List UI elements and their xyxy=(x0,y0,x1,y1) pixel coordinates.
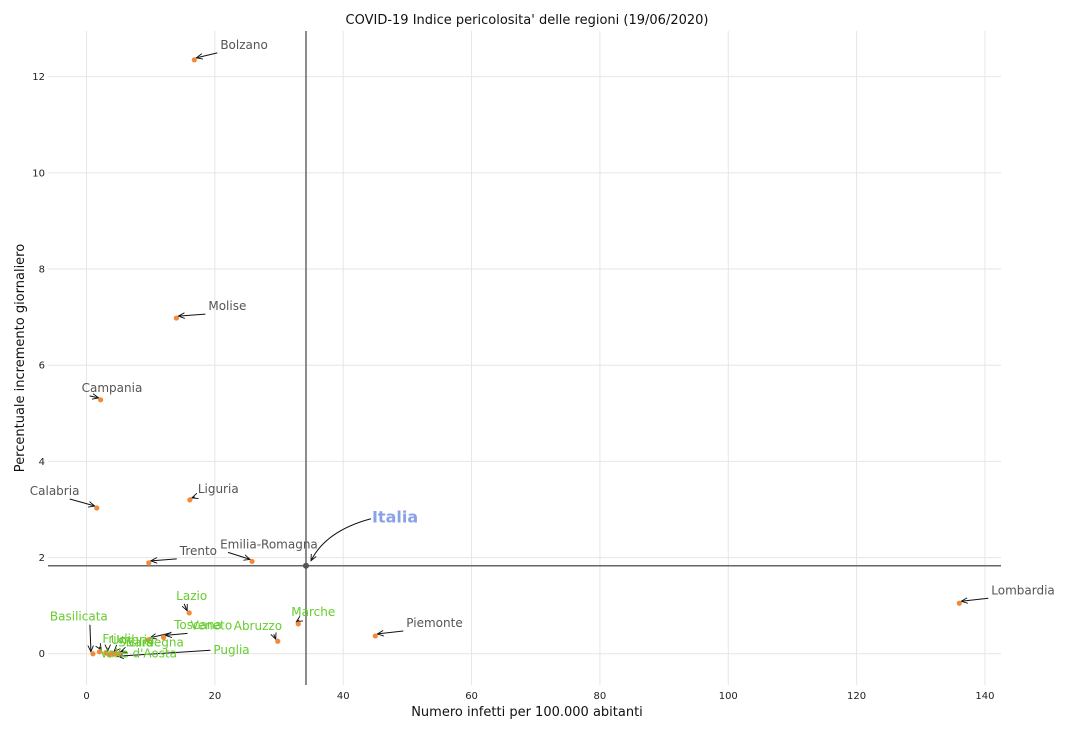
x-axis-label: Numero infetti per 100.000 abitanti xyxy=(411,705,643,720)
point-label: Sardegna xyxy=(127,636,184,650)
y-tick-label: 0 xyxy=(39,649,45,660)
point-label: Marche xyxy=(291,605,335,619)
label-arrow xyxy=(121,651,124,652)
label-arrow xyxy=(89,396,99,398)
chart-title: COVID-19 Indice pericolosita' delle regi… xyxy=(346,13,709,28)
y-tick-label: 6 xyxy=(39,361,45,372)
y-tick-label: 8 xyxy=(39,265,45,276)
data-point xyxy=(187,497,193,503)
data-point xyxy=(173,315,179,321)
data-point xyxy=(372,633,378,639)
point-label: Liguria xyxy=(198,482,239,496)
data-point xyxy=(275,638,281,644)
x-tick-label: 140 xyxy=(975,691,994,702)
point-label: Basilicata xyxy=(50,610,108,624)
point-label: Lombardia xyxy=(991,583,1055,597)
point-label: Calabria xyxy=(30,484,80,498)
label-arrow xyxy=(178,314,206,316)
reference-lines xyxy=(48,31,1001,685)
point-label: Molise xyxy=(208,299,246,313)
label-arrow xyxy=(377,631,404,634)
label-arrow xyxy=(296,620,299,622)
label-arrow xyxy=(192,497,195,498)
label-arrow xyxy=(227,551,250,559)
data-point xyxy=(191,57,197,63)
x-tick-label: 20 xyxy=(208,691,221,702)
data-point xyxy=(98,397,104,403)
y-tick-label: 2 xyxy=(39,553,45,564)
label-arrow xyxy=(166,633,188,635)
x-tick-label: 80 xyxy=(594,691,607,702)
y-tick-label: 12 xyxy=(32,72,45,83)
point-label: Piemonte xyxy=(406,616,462,630)
data-point xyxy=(112,651,118,657)
point-labels: Bolzano Molise Campania Calabria Liguria Tren… xyxy=(30,38,1055,661)
label-arrow xyxy=(99,647,101,650)
x-tick-label: 40 xyxy=(337,691,350,702)
y-axis-label: Percentuale incremento giornaliero xyxy=(13,244,28,472)
label-arrow xyxy=(151,559,177,561)
label-arrow xyxy=(184,603,187,611)
x-tick-label: 60 xyxy=(465,691,478,702)
point-label: Bolzano xyxy=(220,38,268,52)
y-tick-label: 4 xyxy=(39,457,45,468)
label-arrow xyxy=(196,52,218,58)
point-label: Trento xyxy=(179,544,217,558)
point-label: Campania xyxy=(82,381,143,395)
label-arrow xyxy=(150,632,172,638)
label-arrow xyxy=(69,498,95,506)
point-label: Puglia xyxy=(213,643,249,657)
italia-point xyxy=(302,562,309,569)
data-point xyxy=(90,651,96,657)
label-arrow xyxy=(117,649,211,656)
data-point xyxy=(145,637,151,643)
label-arrow xyxy=(90,624,91,652)
label-arrows xyxy=(69,52,989,656)
point-label: Umbria xyxy=(111,633,155,647)
x-tick-label: 120 xyxy=(847,691,866,702)
point-label: Veneto xyxy=(191,618,233,632)
x-tick-label: 100 xyxy=(719,691,738,702)
data-point xyxy=(94,505,100,511)
point-label: Lazio xyxy=(176,589,207,603)
italia-arrow xyxy=(311,518,372,561)
point-label: Emilia-Romagna xyxy=(220,537,318,551)
grid xyxy=(48,31,1001,685)
data-point xyxy=(249,558,255,565)
data-point xyxy=(160,634,167,640)
label-arrow xyxy=(961,598,989,601)
point-label: Sicilia xyxy=(118,635,153,649)
data-point xyxy=(295,621,301,627)
data-point xyxy=(96,649,102,655)
point-label: Toscana xyxy=(173,618,222,632)
points xyxy=(90,57,962,658)
label-arrow xyxy=(114,650,115,651)
data-point xyxy=(956,600,962,606)
label-arrow xyxy=(274,634,276,639)
y-tick-label: 10 xyxy=(32,168,45,179)
data-point xyxy=(186,610,192,616)
point-label: Abruzzo xyxy=(234,619,282,633)
point-label: Valle d'Aosta xyxy=(100,647,177,661)
x-tick-label: 0 xyxy=(83,691,89,702)
data-point xyxy=(146,560,152,566)
data-point xyxy=(106,652,112,658)
italia-label: Italia xyxy=(372,508,418,527)
point-label: Friuli xyxy=(102,632,131,646)
tick-labels: 0 20 40 60 80 100 120 140 0 2 4 6 8 10 12 xyxy=(32,72,994,702)
